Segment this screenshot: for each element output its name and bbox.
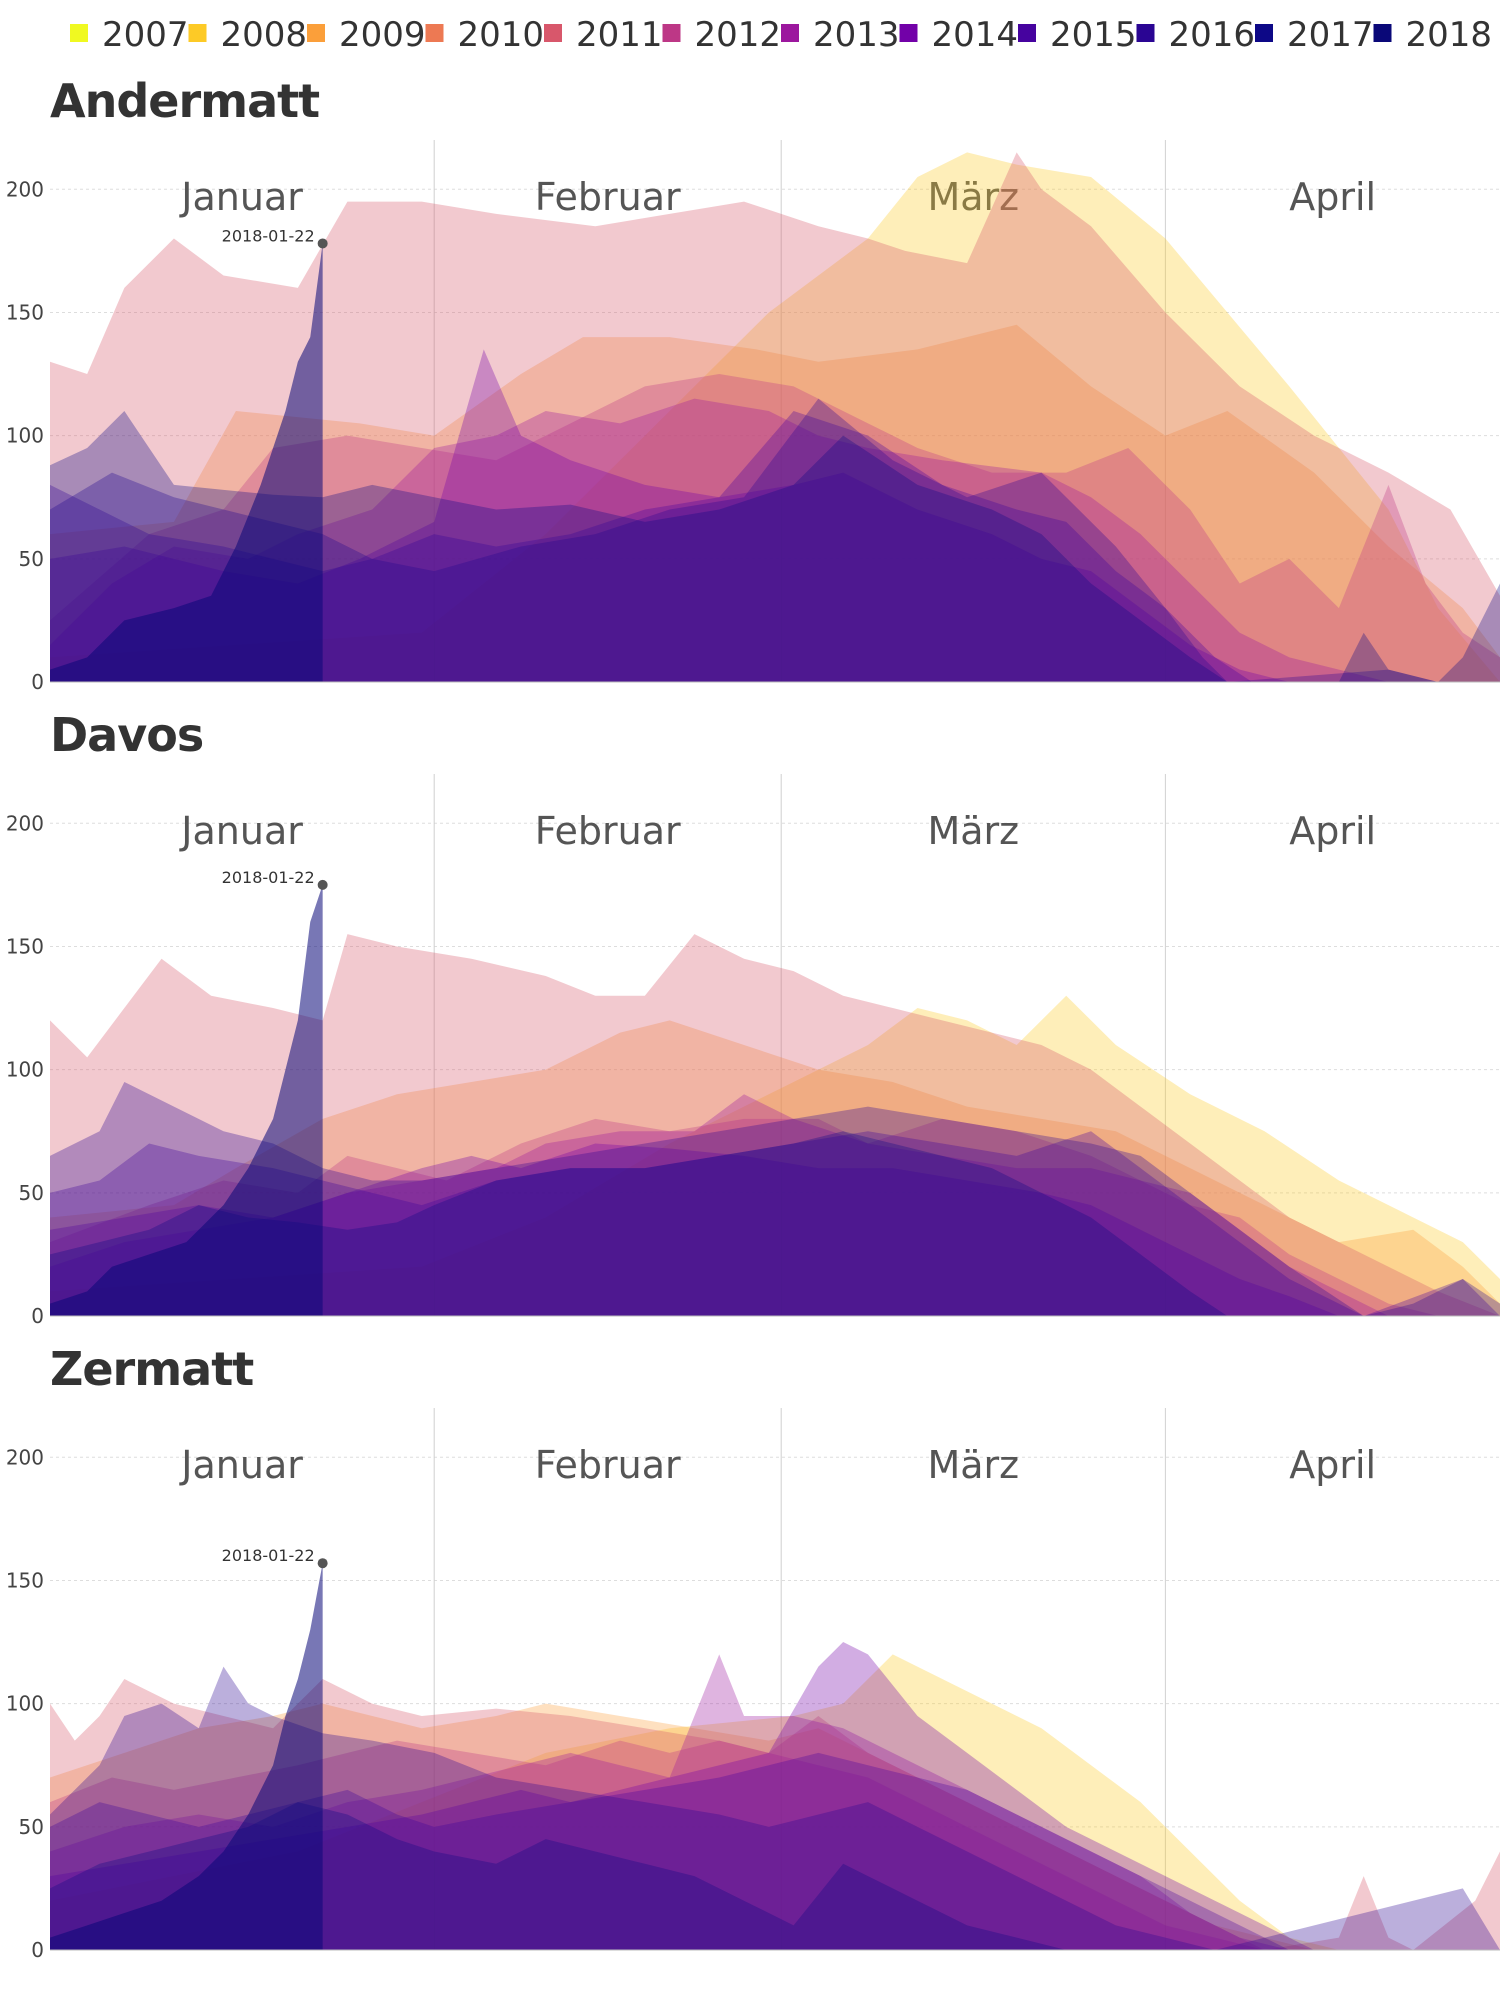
legend-swatch-2015 <box>1018 24 1036 42</box>
area-2009 <box>50 1703 1500 1950</box>
month-label: April <box>1289 175 1376 219</box>
annotation-dot <box>317 238 328 249</box>
y-tick-label: 50 <box>19 1181 44 1205</box>
area-2014 <box>50 349 1500 682</box>
legend-swatch-2012 <box>662 24 681 42</box>
y-tick-label: 0 <box>31 1938 44 1962</box>
legend-label-2011: 2011 <box>576 15 663 55</box>
month-label: Januar <box>179 809 303 853</box>
area-2011 <box>50 934 1500 1316</box>
plot-zermatt: 0 50 100 150 200 Januar Februar März April 2018-0… <box>6 1408 1500 1962</box>
area-2016 <box>50 1081 1500 1316</box>
area-2016 <box>50 1666 1500 1950</box>
chart-davos: Davos 0 50 100 150 200 Januar Februar März April… <box>0 700 1500 1334</box>
area-2013 <box>50 398 1500 682</box>
area-2008 <box>50 152 1500 682</box>
annotation-dot <box>317 879 328 890</box>
month-label: Februar <box>535 175 681 219</box>
month-label: Januar <box>179 175 303 219</box>
chart-andermatt: Andermatt 0 50 100 150 200 Januar Februar März A… <box>0 66 1500 700</box>
area-2015 <box>50 1752 1500 1950</box>
area-2009 <box>50 1020 1500 1316</box>
area-2018 <box>50 1563 323 1950</box>
legend-swatch-2014 <box>899 24 918 42</box>
legend-svg: 2007 2008 2009 2010 2011 2012 2013 2014 2015 2016… <box>70 15 1493 55</box>
legend-swatch-2011 <box>544 24 562 42</box>
area-2011 <box>50 152 1500 682</box>
legend-swatch-2009 <box>307 24 325 42</box>
legend-label-2016: 2016 <box>1169 15 1256 55</box>
area-2018 <box>50 243 323 683</box>
area-2018 <box>50 884 323 1316</box>
y-tick-label: 200 <box>6 811 44 835</box>
annotation-dot <box>317 1558 328 1569</box>
y-tick-label: 100 <box>6 1058 44 1082</box>
y-tick-label: 50 <box>19 1815 44 1839</box>
chart-title: Andermatt <box>50 74 320 128</box>
area-2015 <box>50 411 1500 682</box>
legend-label-2013: 2013 <box>813 15 900 55</box>
y-tick-label: 150 <box>6 934 44 958</box>
area-2012 <box>50 1740 1500 1950</box>
y-tick-label: 200 <box>6 1445 44 1469</box>
area-2008 <box>50 995 1500 1316</box>
legend-label-2014: 2014 <box>932 15 1019 55</box>
month-label: März <box>927 809 1019 853</box>
legend-label-2012: 2012 <box>695 15 782 55</box>
legend-label-2018: 2018 <box>1406 15 1493 55</box>
area-2015 <box>50 1131 1500 1316</box>
y-tick-label: 100 <box>6 424 44 448</box>
legend-label-2017: 2017 <box>1287 15 1374 55</box>
legend-swatch-2010 <box>425 24 444 42</box>
legend-swatch-2018 <box>1373 24 1392 42</box>
y-tick-label: 0 <box>31 1304 44 1328</box>
area-2012 <box>50 374 1500 682</box>
plot-davos: 0 50 100 150 200 Januar Februar März April 2018-0… <box>6 774 1500 1328</box>
area-2013 <box>50 1654 1500 1950</box>
month-label: Februar <box>535 809 681 853</box>
chart-title: Zermatt <box>50 1342 254 1396</box>
annotation-label: 2018-01-22 <box>222 226 315 245</box>
legend-label-2009: 2009 <box>339 15 426 55</box>
y-tick-label: 50 <box>19 547 44 571</box>
area-2012 <box>50 1118 1500 1316</box>
y-tick-label: 150 <box>6 1568 44 1592</box>
legend-label-2007: 2007 <box>102 15 189 55</box>
y-tick-label: 150 <box>6 300 44 324</box>
month-label: April <box>1289 1443 1376 1487</box>
legend-swatch-2013 <box>781 24 799 42</box>
area-2017 <box>50 411 1500 682</box>
plot-andermatt: 0 50 100 150 200 Januar Februar März April 2018-0… <box>6 140 1500 694</box>
month-label: Januar <box>179 1443 303 1487</box>
month-label: Februar <box>535 1443 681 1487</box>
chart-title: Davos <box>50 708 204 762</box>
area-2009 <box>50 324 1500 682</box>
chart-zermatt: Zermatt 0 50 100 150 200 Januar Februar März Apr… <box>0 1334 1500 1968</box>
annotation-label: 2018-01-22 <box>222 868 315 887</box>
area-2016 <box>50 398 1500 682</box>
legend-swatch-2017 <box>1255 24 1273 42</box>
area-2013 <box>50 1094 1500 1316</box>
legend-label-2015: 2015 <box>1050 15 1137 55</box>
legend: 2007 2008 2009 2010 2011 2012 2013 2014 2015 2016… <box>0 0 1500 70</box>
month-label: März <box>927 1443 1019 1487</box>
y-tick-label: 0 <box>31 670 44 694</box>
month-label: März <box>927 175 1019 219</box>
area-2011 <box>50 1679 1500 1950</box>
y-tick-label: 100 <box>6 1692 44 1716</box>
legend-label-2008: 2008 <box>221 15 308 55</box>
area-2014 <box>50 1143 1500 1316</box>
legend-label-2010: 2010 <box>458 15 545 55</box>
area-2014 <box>50 1642 1500 1950</box>
area-2017 <box>50 1802 1500 1950</box>
y-tick-label: 200 <box>6 177 44 201</box>
annotation-label: 2018-01-22 <box>222 1546 315 1565</box>
area-2008 <box>50 1654 1500 1950</box>
legend-swatch-2008 <box>188 24 207 42</box>
legend-swatch-2016 <box>1136 24 1155 42</box>
month-label: April <box>1289 809 1376 853</box>
legend-swatch-2007 <box>70 24 88 42</box>
area-2017 <box>50 1131 1500 1316</box>
